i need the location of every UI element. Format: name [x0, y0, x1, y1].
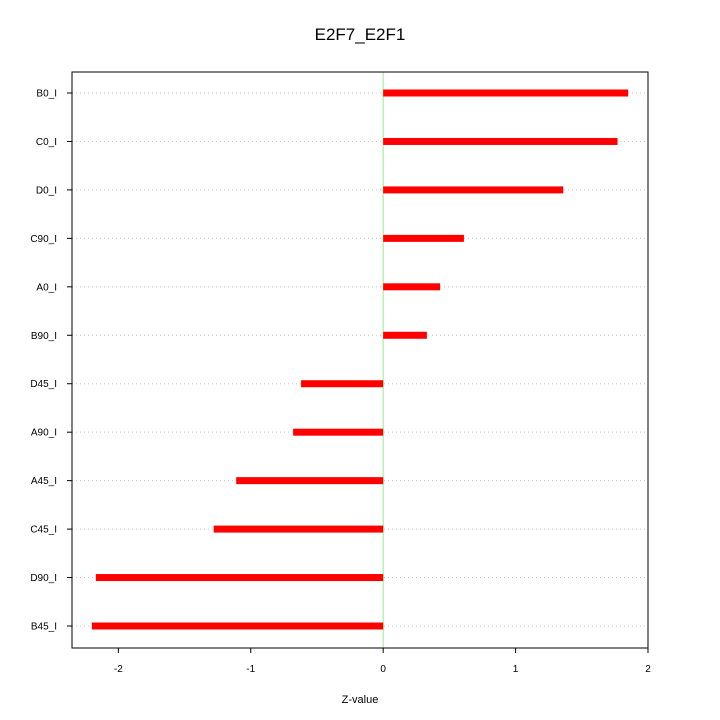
- x-tick-label: -1: [246, 664, 255, 675]
- x-tick-label: 0: [380, 664, 386, 675]
- plot-frame: [71, 71, 649, 649]
- bar-B90_I: [383, 331, 427, 339]
- chart-title: E2F7_E2F1: [315, 25, 406, 44]
- bar-C90_I: [383, 234, 464, 242]
- x-axis-label: Z-value: [342, 694, 379, 706]
- y-tick-label: D45_I: [30, 379, 57, 390]
- bar-A0_I: [383, 283, 441, 291]
- bar-D0_I: [383, 186, 564, 194]
- y-tick-label: A90_I: [31, 428, 57, 439]
- bar-B0_I: [383, 89, 629, 97]
- y-tick-label: B45_I: [31, 622, 57, 633]
- x-tick-label: 1: [513, 664, 519, 675]
- grid-lines: [72, 92, 648, 627]
- x-axis: -2 -1 0 1 2: [114, 648, 651, 675]
- y-tick-label: A0_I: [36, 282, 57, 293]
- bar-C0_I: [383, 137, 618, 145]
- y-axis: B0_I C0_I D0_I C90_I A0_I B90_I D45_I A90_I A45_…: [30, 89, 72, 633]
- y-tick-label: D90_I: [30, 573, 57, 584]
- y-tick-label: D0_I: [36, 185, 57, 196]
- x-tick-label: -2: [114, 664, 123, 675]
- y-tick-label: C45_I: [30, 525, 57, 536]
- y-tick-label: B90_I: [31, 331, 57, 342]
- bar-A90_I: [293, 428, 384, 436]
- bar-B45_I: [91, 622, 384, 630]
- bars: [91, 89, 629, 630]
- bar-D45_I: [301, 380, 384, 388]
- bar-D90_I: [95, 574, 384, 582]
- bar-A45_I: [236, 477, 384, 485]
- x-tick-label: 2: [645, 664, 651, 675]
- y-tick-label: C0_I: [36, 137, 57, 148]
- y-tick-label: C90_I: [30, 234, 57, 245]
- y-tick-label: B0_I: [36, 89, 57, 100]
- bar-C45_I: [213, 525, 384, 533]
- y-tick-label: A45_I: [31, 476, 57, 487]
